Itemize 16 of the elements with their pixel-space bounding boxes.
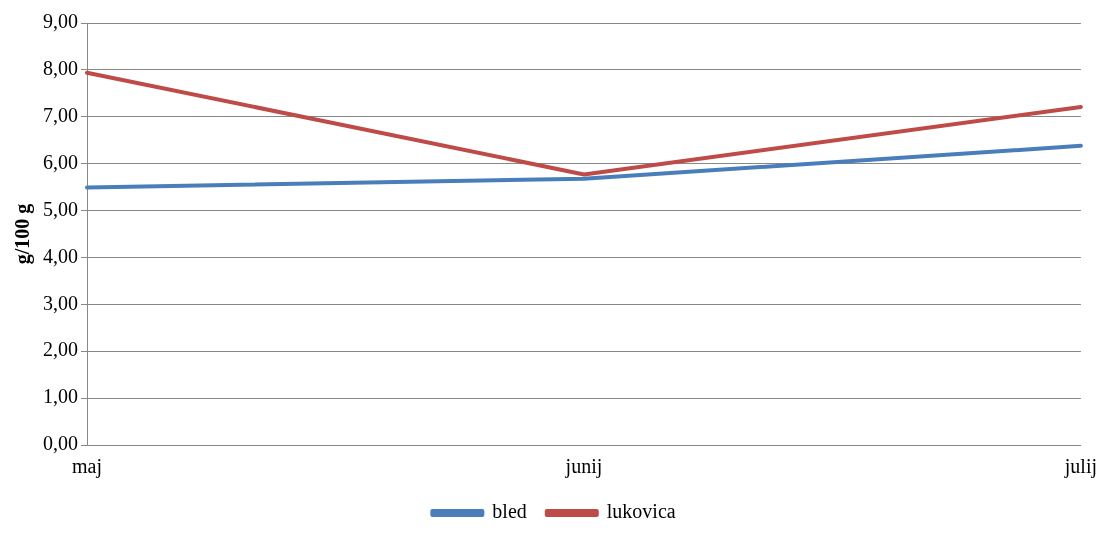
y-tick-label: 3,00 (43, 291, 78, 314)
y-tick-label: 0,00 (43, 432, 78, 455)
y-tick-label: 6,00 (43, 150, 78, 173)
y-axis-title: g/100 g (11, 203, 35, 265)
y-tick-label: 7,00 (43, 104, 78, 127)
y-tick-label: 1,00 (43, 385, 78, 408)
x-tick-label: julij (1063, 455, 1097, 479)
x-tick-label: junij (564, 455, 603, 479)
y-tick-label: 2,00 (43, 338, 78, 361)
y-tick-label: 8,00 (43, 57, 78, 80)
legend-label: lukovica (606, 500, 676, 523)
legend-label: bled (492, 500, 527, 523)
y-tick-label: 4,00 (43, 244, 78, 267)
x-tick-label: maj (72, 455, 102, 479)
y-tick-label: 5,00 (43, 197, 78, 220)
y-tick-label: 9,00 (43, 10, 78, 33)
